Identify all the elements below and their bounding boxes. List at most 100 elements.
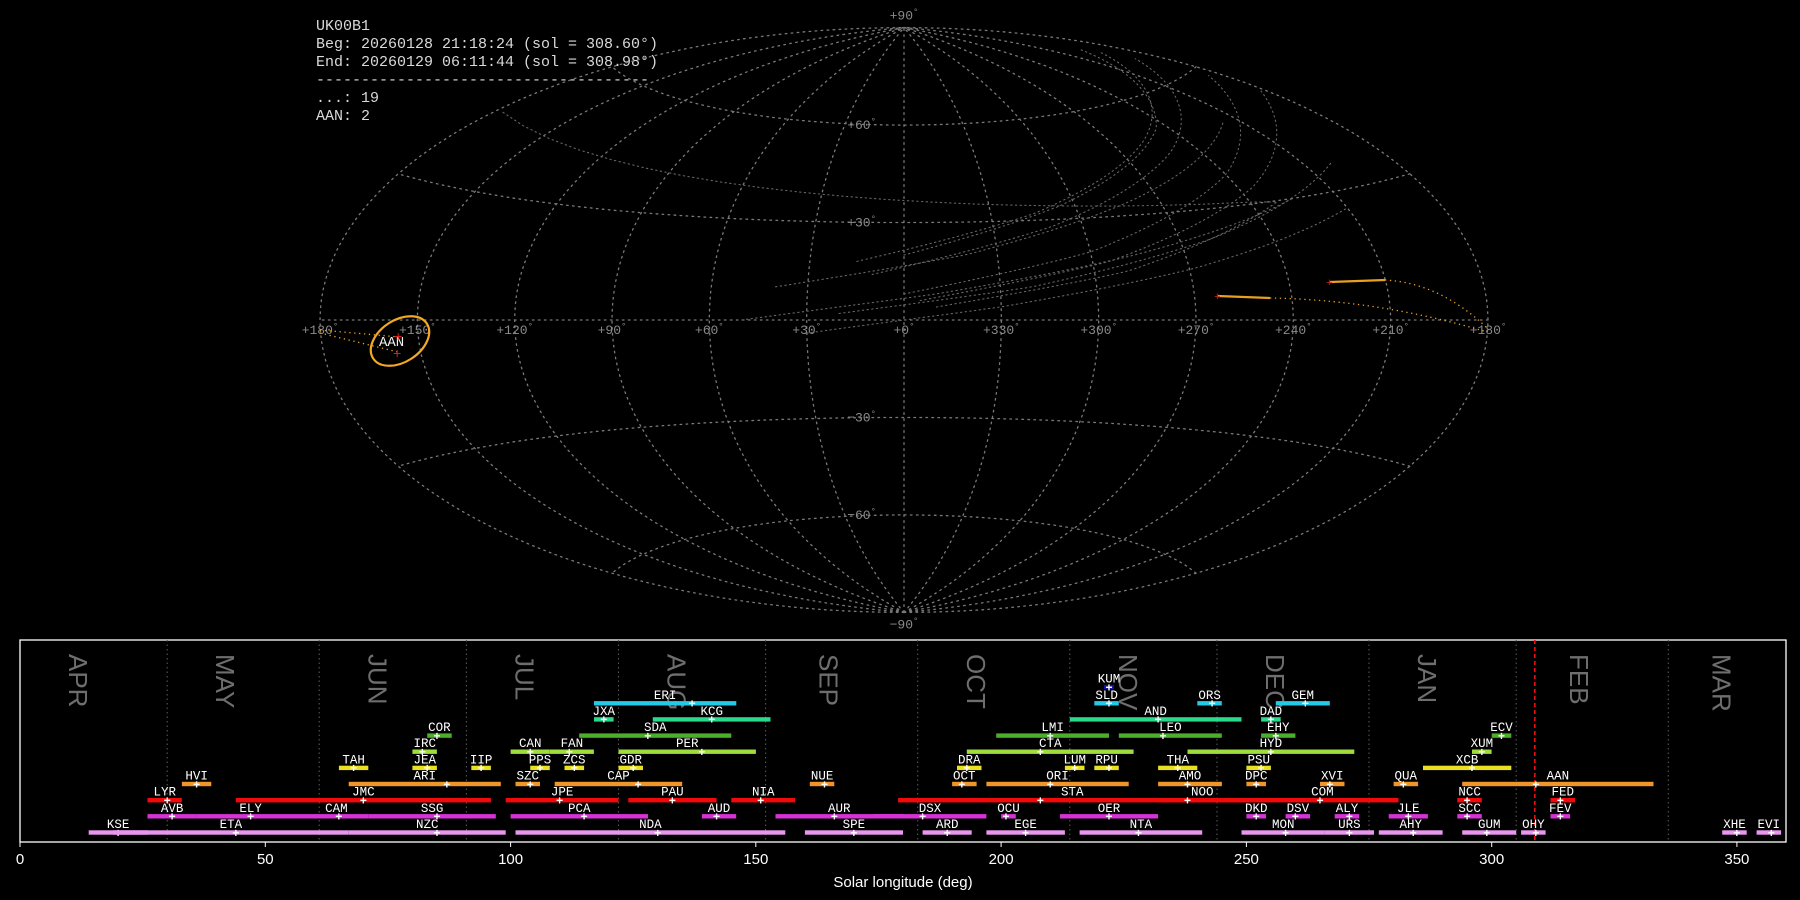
svg-text:+: + (654, 827, 661, 841)
svg-text:+: + (232, 827, 239, 841)
svg-text:+: + (1047, 730, 1054, 744)
svg-text:+: + (1557, 811, 1564, 825)
svg-text:+: + (571, 762, 578, 776)
svg-text:+: + (831, 811, 838, 825)
svg-text:+: + (556, 795, 563, 809)
svg-text:+: + (419, 746, 426, 760)
svg-text:PER: PER (676, 737, 699, 751)
svg-text:STA: STA (1061, 786, 1084, 800)
svg-text:+: + (1105, 811, 1112, 825)
svg-text:+: + (1174, 762, 1181, 776)
svg-text:+: + (1253, 811, 1260, 825)
svg-text:+: + (1483, 827, 1490, 841)
svg-text:+: + (433, 730, 440, 744)
svg-text:+: + (1346, 811, 1353, 825)
svg-text:+: + (1400, 778, 1407, 792)
svg-text:MAR: MAR (1706, 654, 1736, 712)
svg-text:+: + (1463, 811, 1470, 825)
svg-text:JAN: JAN (1412, 654, 1442, 703)
svg-text:+: + (527, 746, 534, 760)
svg-text:+: + (644, 730, 651, 744)
svg-text:+: + (424, 762, 431, 776)
svg-text:+: + (1184, 795, 1191, 809)
svg-text:+: + (1105, 762, 1112, 776)
svg-text:350: 350 (1724, 851, 1749, 868)
svg-text:+: + (433, 811, 440, 825)
svg-text:+: + (1272, 730, 1279, 744)
svg-text:250: 250 (1234, 851, 1259, 868)
svg-text:+: + (958, 778, 965, 792)
svg-text:+: + (443, 778, 450, 792)
svg-text:+: + (335, 811, 342, 825)
svg-text:CAP: CAP (607, 770, 630, 784)
svg-text:+: + (1532, 827, 1539, 841)
svg-text:+: + (360, 795, 367, 809)
svg-text:+: + (944, 827, 951, 841)
svg-text:+: + (688, 698, 695, 712)
svg-text:+: + (1267, 714, 1274, 728)
svg-text:+: + (850, 827, 857, 841)
svg-text:300: 300 (1479, 851, 1504, 868)
svg-text:+: + (1037, 746, 1044, 760)
svg-text:+: + (698, 746, 705, 760)
svg-text:+: + (1253, 778, 1260, 792)
svg-text:+: + (1154, 714, 1161, 728)
svg-text:+: + (1047, 778, 1054, 792)
svg-text:+: + (963, 762, 970, 776)
svg-text:+: + (1135, 827, 1142, 841)
svg-text:+: + (919, 811, 926, 825)
svg-text:+: + (1267, 746, 1274, 760)
svg-text:+: + (1002, 811, 1009, 825)
svg-text:+: + (1292, 811, 1299, 825)
svg-text:+: + (1184, 778, 1191, 792)
svg-text:+: + (247, 811, 254, 825)
svg-text:200: 200 (989, 851, 1014, 868)
svg-text:+: + (1557, 795, 1564, 809)
svg-text:DEC: DEC (1260, 654, 1290, 709)
svg-text:SEP: SEP (814, 654, 844, 706)
svg-text:+: + (1733, 827, 1740, 841)
svg-text:+: + (580, 811, 587, 825)
svg-text:+: + (527, 778, 534, 792)
svg-text:150: 150 (743, 851, 768, 868)
svg-text:FEB: FEB (1564, 654, 1594, 705)
svg-text:+: + (164, 795, 171, 809)
svg-text:+: + (600, 714, 607, 728)
svg-text:+: + (1022, 827, 1029, 841)
svg-text:+: + (1532, 778, 1539, 792)
svg-text:+: + (821, 778, 828, 792)
svg-text:+: + (1768, 827, 1775, 841)
svg-text:+: + (1478, 746, 1485, 760)
svg-text:Solar longitude (deg): Solar longitude (deg) (833, 874, 972, 891)
svg-text:+: + (1037, 795, 1044, 809)
svg-text:+: + (433, 827, 440, 841)
svg-text:+: + (350, 762, 357, 776)
svg-text:+: + (193, 778, 200, 792)
svg-text:NOO: NOO (1191, 786, 1214, 800)
svg-text:+: + (1105, 698, 1112, 712)
svg-text:+: + (1463, 795, 1470, 809)
svg-text:0: 0 (16, 851, 24, 868)
svg-text:+: + (566, 746, 573, 760)
svg-text:+: + (757, 795, 764, 809)
svg-text:+: + (1282, 827, 1289, 841)
svg-text:+: + (1326, 778, 1333, 792)
svg-text:OCT: OCT (961, 654, 991, 709)
svg-text:+: + (1405, 811, 1412, 825)
svg-text:+: + (1316, 795, 1323, 809)
svg-text:+: + (536, 762, 543, 776)
svg-text:+: + (1257, 762, 1264, 776)
svg-text:AAN: AAN (1547, 770, 1570, 784)
svg-text:+: + (1468, 762, 1475, 776)
svg-text:APR: APR (63, 654, 93, 707)
svg-text:+: + (1498, 730, 1505, 744)
svg-text:+: + (1346, 827, 1353, 841)
svg-text:MAY: MAY (210, 654, 240, 708)
svg-text:+: + (1410, 827, 1417, 841)
svg-text:JUL: JUL (510, 654, 540, 700)
svg-text:JUN: JUN (362, 654, 392, 705)
svg-text:+: + (168, 811, 175, 825)
svg-text:50: 50 (257, 851, 274, 868)
svg-text:+: + (1071, 762, 1078, 776)
svg-text:+: + (1302, 698, 1309, 712)
